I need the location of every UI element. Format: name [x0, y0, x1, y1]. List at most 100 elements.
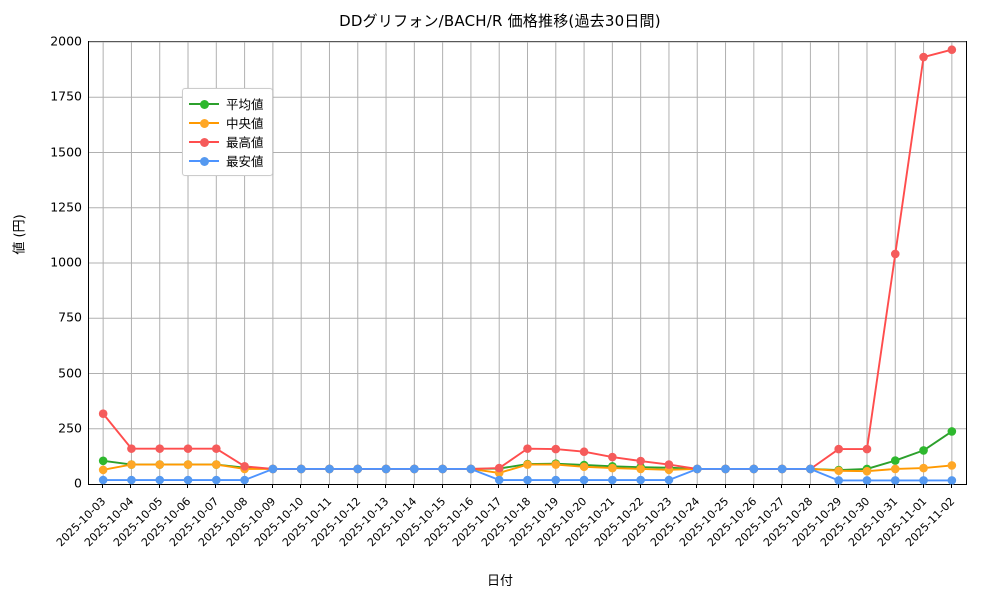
x-tick-mark [328, 484, 330, 488]
data-point [608, 475, 617, 485]
data-point [636, 464, 645, 474]
data-point [523, 460, 532, 469]
x-tick-mark [667, 484, 669, 488]
data-point [919, 52, 928, 62]
data-point [890, 456, 900, 465]
data-point [664, 460, 674, 469]
x-tick-mark [611, 484, 613, 488]
data-point [127, 460, 136, 469]
data-point [523, 475, 532, 485]
data-point [721, 464, 730, 474]
data-point [183, 444, 193, 453]
y-tick-label: 250 [58, 420, 82, 436]
x-tick-mark [696, 484, 698, 488]
data-point [692, 464, 702, 474]
data-point [466, 464, 476, 474]
legend-label: 中央値 [226, 116, 264, 131]
data-point [523, 444, 532, 453]
data-point [919, 446, 928, 455]
data-point [212, 460, 221, 469]
legend-item-0[interactable]: 平均値 [189, 94, 264, 113]
data-point [890, 249, 900, 259]
legend-swatch-icon [189, 136, 219, 148]
data-point [749, 464, 759, 474]
x-tick-mark [639, 484, 641, 488]
data-point [212, 475, 221, 485]
data-point [127, 475, 136, 485]
data-point [410, 464, 419, 474]
y-tick-label: 1000 [50, 254, 82, 270]
data-point [98, 409, 108, 419]
y-tick-label: 2000 [50, 33, 82, 49]
data-point [636, 456, 645, 466]
data-point [494, 475, 504, 485]
data-point [551, 475, 561, 485]
x-tick-mark [752, 484, 754, 488]
data-point [664, 475, 674, 485]
legend-label: 平均値 [226, 97, 264, 112]
legend-swatch-icon [189, 98, 219, 110]
x-tick-mark [300, 484, 302, 488]
x-tick-mark [187, 484, 189, 488]
data-point [806, 464, 815, 474]
data-point [947, 476, 957, 485]
x-tick-mark [583, 484, 585, 488]
data-point [296, 464, 306, 474]
x-tick-mark [781, 484, 783, 488]
legend-item-3[interactable]: 最安値 [189, 151, 264, 170]
data-point [579, 475, 589, 485]
legend-swatch-icon [189, 155, 219, 167]
x-tick-mark [356, 484, 358, 488]
data-point [947, 427, 957, 436]
y-tick-label: 1250 [50, 199, 82, 215]
data-point [155, 475, 165, 485]
data-point [579, 462, 589, 472]
data-point [494, 463, 504, 473]
data-point [890, 464, 900, 474]
x-tick-mark [922, 484, 924, 488]
data-point [579, 447, 589, 457]
data-point [127, 444, 136, 453]
data-point [183, 460, 193, 469]
y-tick-label: 1500 [50, 144, 82, 159]
x-tick-mark [498, 484, 500, 488]
x-tick-mark [809, 484, 811, 488]
legend: 平均値中央値 最高値 最安値 [182, 88, 273, 176]
data-point [890, 476, 900, 485]
y-tick-label: 750 [58, 309, 82, 325]
legend-item-2[interactable]: 最高値 [189, 132, 264, 151]
data-point [155, 460, 165, 469]
y-tick-label: 0 [74, 475, 82, 491]
x-tick-mark [413, 484, 415, 488]
data-point [183, 475, 193, 485]
y-tick-label: 500 [58, 365, 82, 380]
x-tick-mark [385, 484, 387, 488]
x-tick-mark [865, 484, 867, 488]
data-point [919, 476, 928, 485]
x-tick-mark [130, 484, 132, 488]
data-point [636, 475, 645, 485]
data-point [947, 45, 957, 55]
data-point [381, 464, 391, 474]
data-point [212, 444, 221, 453]
data-point [240, 475, 249, 485]
data-point [98, 475, 108, 485]
data-point [862, 444, 872, 454]
data-point [608, 452, 617, 462]
data-point [551, 444, 561, 454]
data-point [268, 464, 278, 474]
data-point [551, 460, 561, 469]
x-axis-label: 日付 [486, 574, 513, 589]
x-tick-mark [102, 484, 104, 488]
x-tick-mark [215, 484, 217, 488]
data-point [240, 462, 249, 471]
x-axis-ticks: 2025-10-03 2025-10-04 2025-10-05 2025-10-06… [54, 484, 967, 604]
x-tick-mark [950, 484, 952, 488]
legend-item-1[interactable]: 中央値 [189, 113, 264, 132]
data-point [438, 464, 447, 474]
grid-layer [89, 41, 966, 484]
data-point [98, 456, 108, 466]
data-point [834, 444, 843, 454]
x-tick-mark [158, 484, 160, 488]
